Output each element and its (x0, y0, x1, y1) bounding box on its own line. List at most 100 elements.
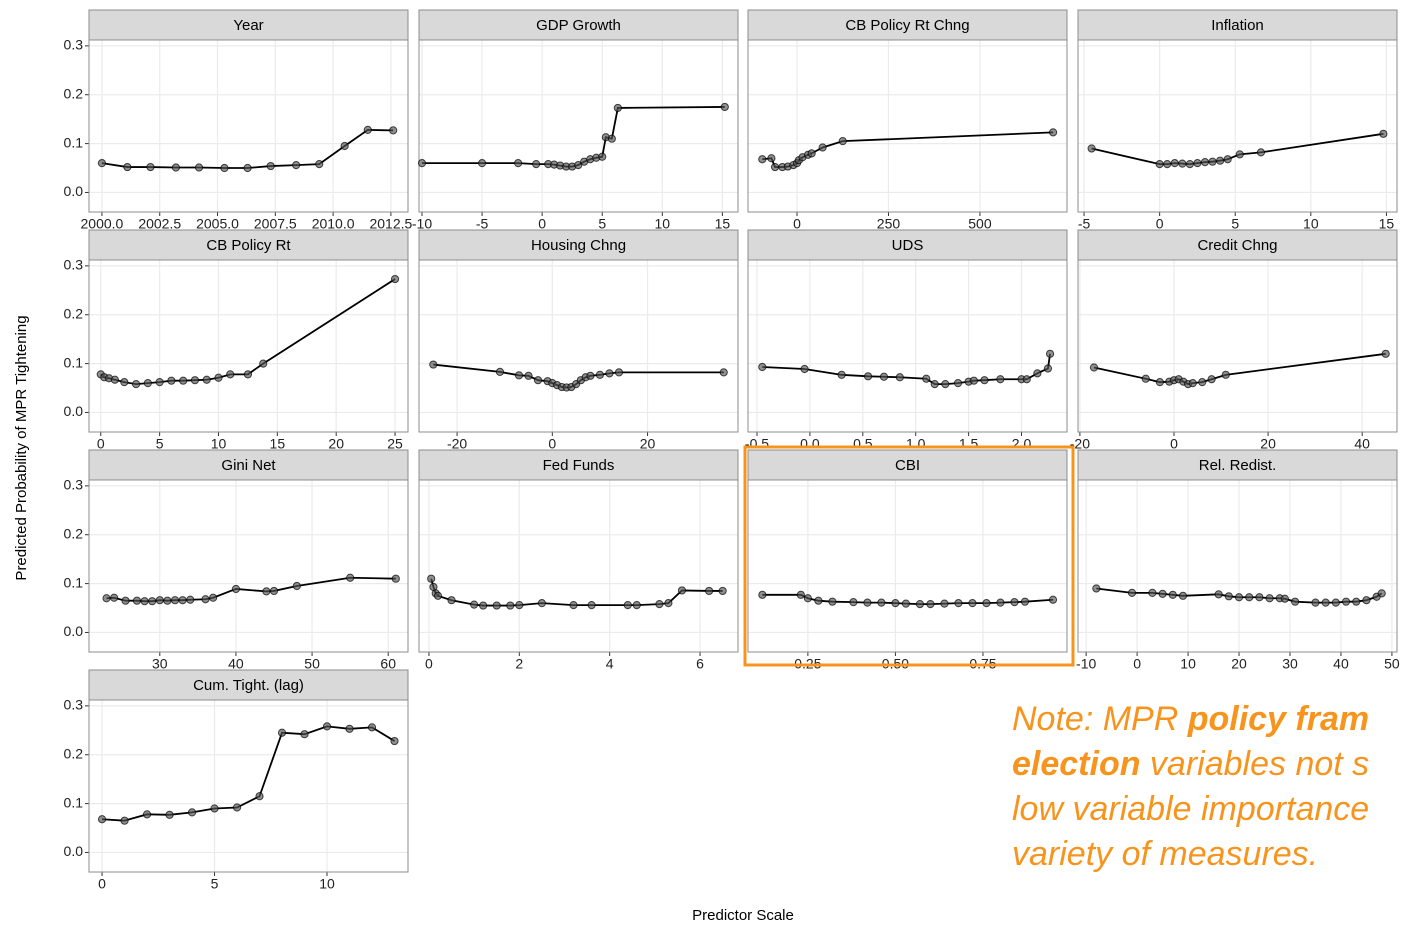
note-text: election (1012, 745, 1140, 783)
point (524, 371, 533, 380)
point (277, 728, 287, 737)
plot-area (419, 260, 738, 432)
point (849, 598, 858, 607)
point (1168, 590, 1177, 599)
point (1214, 590, 1223, 599)
strip-title: Year (233, 17, 263, 34)
point (190, 376, 200, 385)
point (1245, 593, 1254, 602)
point (194, 163, 204, 172)
point (155, 596, 164, 605)
point (828, 597, 837, 606)
panel-border (1077, 39, 1398, 213)
point (1208, 157, 1217, 166)
point (1043, 364, 1053, 373)
panel-border (1077, 479, 1398, 653)
plot-area (89, 40, 408, 212)
strip-title: GDP Growth (536, 17, 621, 34)
point (814, 596, 823, 605)
point (495, 367, 505, 376)
x-tick-label: 40 (1333, 656, 1349, 672)
point (201, 595, 210, 604)
point (110, 375, 119, 384)
note-text: variety of measures. (1012, 835, 1318, 873)
point (1010, 598, 1019, 607)
point (178, 596, 187, 605)
strip-title: CB Policy Rt Chng (845, 17, 969, 34)
point (131, 380, 141, 389)
x-tick-label: 4 (606, 656, 614, 672)
point (470, 600, 479, 609)
point (877, 598, 886, 607)
point (146, 162, 155, 172)
point (996, 598, 1005, 607)
y-axis-label: Predicted Probability of MPR Tightening (13, 315, 30, 580)
point (607, 134, 616, 143)
point (1158, 589, 1167, 598)
x-tick-label: 5 (156, 436, 164, 452)
x-tick-label: 1.5 (959, 436, 979, 452)
y-tick-label: 0.3 (64, 697, 84, 713)
x-tick-label: 25 (387, 436, 403, 452)
strip-title: Inflation (1211, 17, 1264, 34)
panel-border (88, 259, 409, 433)
x-axis-label: Predictor Scale (692, 907, 794, 924)
point (1170, 159, 1179, 168)
note-text: Note: MPR (1012, 700, 1188, 738)
point (1033, 369, 1042, 378)
point (243, 163, 252, 173)
point (758, 590, 767, 599)
point (390, 736, 399, 746)
x-tick-label: 2.0 (1012, 436, 1032, 452)
strip-title: UDS (892, 237, 924, 254)
panel: Rel. Redist. -10 0 10 20 30 40 50 (1076, 449, 1400, 672)
x-tick-label: 20 (328, 436, 344, 452)
point (345, 724, 354, 733)
point (1185, 160, 1194, 169)
panel: Credit Chng -20 0 20 40 (1070, 229, 1398, 452)
x-tick-label: 500 (968, 216, 992, 232)
x-tick-label: 15 (270, 436, 286, 452)
point (255, 792, 264, 801)
x-tick-label: 0 (793, 216, 801, 232)
x-tick-label: 5 (598, 216, 606, 232)
point (1256, 148, 1266, 157)
point (269, 586, 279, 596)
point (930, 380, 939, 389)
point (767, 154, 776, 163)
x-tick-label: 50 (304, 656, 320, 672)
point (1178, 591, 1188, 600)
strip (747, 9, 1068, 41)
strip (418, 9, 739, 41)
plot-area (1078, 40, 1397, 212)
point (718, 586, 727, 596)
point (1235, 150, 1244, 159)
point (969, 376, 978, 385)
point (586, 371, 595, 380)
point (818, 143, 827, 152)
point (1045, 349, 1055, 358)
point (121, 596, 130, 605)
x-tick-label: -5 (1078, 216, 1091, 232)
point (1321, 598, 1330, 607)
plot-area (748, 40, 1067, 212)
point (163, 596, 172, 605)
point (996, 375, 1005, 384)
strip-title: CB Policy Rt (206, 237, 291, 254)
point (664, 599, 673, 608)
point (613, 103, 622, 113)
point (155, 378, 164, 387)
point (655, 600, 664, 609)
strip-title: Cum. Tight. (lag) (193, 677, 304, 694)
x-tick-label: 250 (877, 216, 901, 232)
point (803, 594, 812, 603)
point (492, 601, 501, 610)
strip (1077, 449, 1398, 481)
panel: Fed Funds 0 2 4 6 (418, 449, 739, 672)
point (1048, 595, 1058, 604)
point (391, 574, 400, 583)
x-tick-label: 1.0 (906, 436, 926, 452)
x-tick-label: 6 (696, 656, 704, 672)
x-tick-label: -0.5 (745, 436, 769, 452)
point (447, 596, 456, 605)
